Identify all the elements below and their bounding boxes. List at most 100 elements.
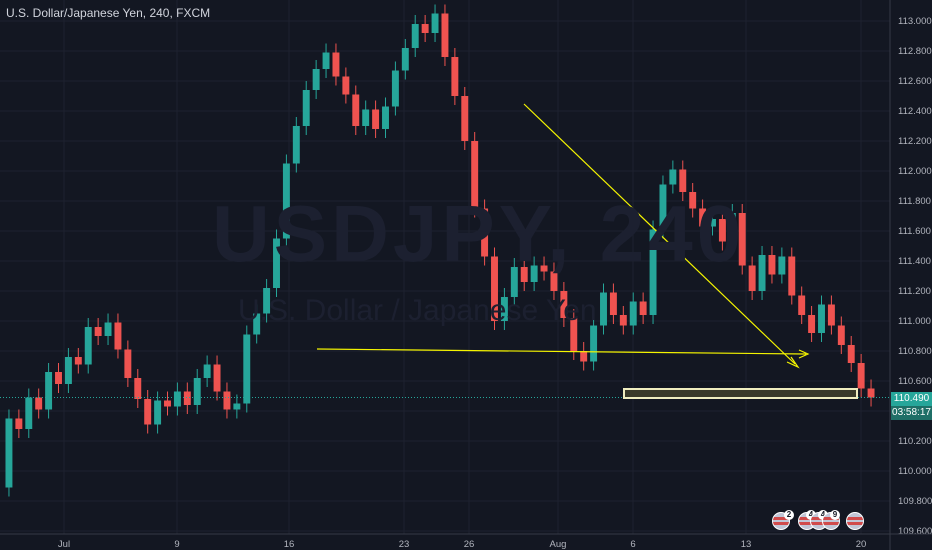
candle-body [203,364,211,378]
symbol-name: U.S. Dollar/Japanese Yen [6,6,143,20]
time-tick-label: 16 [284,539,295,550]
horizontal-trendline [316,348,807,355]
candle-body [718,219,726,242]
time-tick-label: 23 [399,539,410,550]
candle-body [738,213,746,266]
candle-body [431,13,439,33]
candle-body [550,271,558,291]
price-tick-label: 112.800 [898,46,932,57]
price-tick-label: 112.200 [898,136,932,147]
symbol-exchange: FXCM [176,6,211,20]
candle-body [25,397,33,429]
candle-body [233,403,241,410]
candle-body [709,219,716,227]
candle-body [451,57,459,96]
candle-body [461,96,469,141]
candle-body [471,141,479,209]
candle-body [728,213,736,242]
symbol-title[interactable]: U.S. Dollar/Japanese Yen, 240, FXCM [6,6,211,20]
candle-body [679,169,687,192]
candle-body [282,163,290,239]
candle-body [263,288,271,314]
candle-body [223,391,231,410]
drawing-tools[interactable] [316,103,858,399]
candle-body [154,400,162,425]
candle-body [35,397,43,410]
time-axis[interactable]: Jul 9 16 23 26 Aug 6 13 20 [0,533,932,550]
candle-body [352,94,360,126]
us-flag-icon[interactable] [846,512,864,530]
candle-body [798,295,806,315]
candle-body [302,90,310,126]
candle-body [104,322,112,336]
candle-body [629,301,637,326]
price-tick-label: 110.000 [898,466,932,477]
chart-grid [0,0,890,534]
candle-body [510,267,518,297]
candle-body [401,48,409,71]
candle-body [560,291,568,318]
price-tick-label: 110.200 [898,436,932,447]
candle-body [144,399,152,425]
candle-body [600,292,607,326]
trendline-arrowhead [786,356,800,369]
time-tick-label: Aug [550,539,567,550]
candle-body [808,315,816,333]
price-tick-label: 111.400 [898,256,931,267]
bar-countdown-tag: 03:58:17 [891,406,932,420]
horizontal-arrowhead [798,349,810,359]
candle-body [114,322,122,350]
candle-body [619,315,627,326]
price-axis[interactable]: 113.000 112.800 112.600 112.400 112.200 112.0… [889,0,932,550]
candle-body [580,351,588,362]
price-tick-label: 110.600 [898,376,932,387]
candle-body [55,372,62,384]
candle-body [659,184,667,230]
candle-body [372,109,380,129]
candle-body [173,391,181,407]
candle-body [778,256,786,275]
candle-body [827,304,835,326]
time-tick-label: Jul [58,539,70,550]
candle-body [84,327,92,365]
candle-body [530,265,538,282]
price-tick-label: 110.800 [898,346,932,357]
candle-body [818,304,825,333]
time-tick-label: 6 [630,539,635,550]
time-tick-label: 26 [464,539,475,550]
candle-series [0,4,890,497]
candle-body [15,418,23,429]
candle-body [124,349,132,378]
last-price-tag: 110.490 [891,392,932,406]
candle-body [570,318,578,351]
candle-body [748,265,756,291]
price-tick-label: 109.600 [898,526,932,537]
candle-body [74,357,82,365]
candle-body [669,169,677,185]
candle-body [788,256,796,296]
candle-body [609,292,617,315]
price-tick-label: 112.600 [898,76,932,87]
candle-body [273,238,280,288]
candle-body [183,391,191,405]
candle-body [590,325,598,362]
candle-body [758,255,766,291]
symbol-interval: 240 [149,6,170,20]
candle-body [213,364,221,392]
candle-body [847,345,855,363]
price-tick-label: 111.800 [898,196,931,207]
candle-body [481,208,489,257]
watermark-ticker: USDJPY, 240 [212,189,746,278]
watermark-name: U.S. Dollar / Japanese Yen [238,294,597,327]
price-tick-label: 112.400 [898,106,932,117]
descending-trendline [523,103,796,365]
price-tick-label: 109.800 [898,496,932,507]
price-tick-label: 111.200 [898,286,931,297]
candle-body [649,229,657,315]
candle-body [837,325,845,345]
candle-body [639,301,647,315]
candle-body [540,265,548,272]
candle-body [520,267,528,282]
event-badge: 9 [830,510,840,520]
